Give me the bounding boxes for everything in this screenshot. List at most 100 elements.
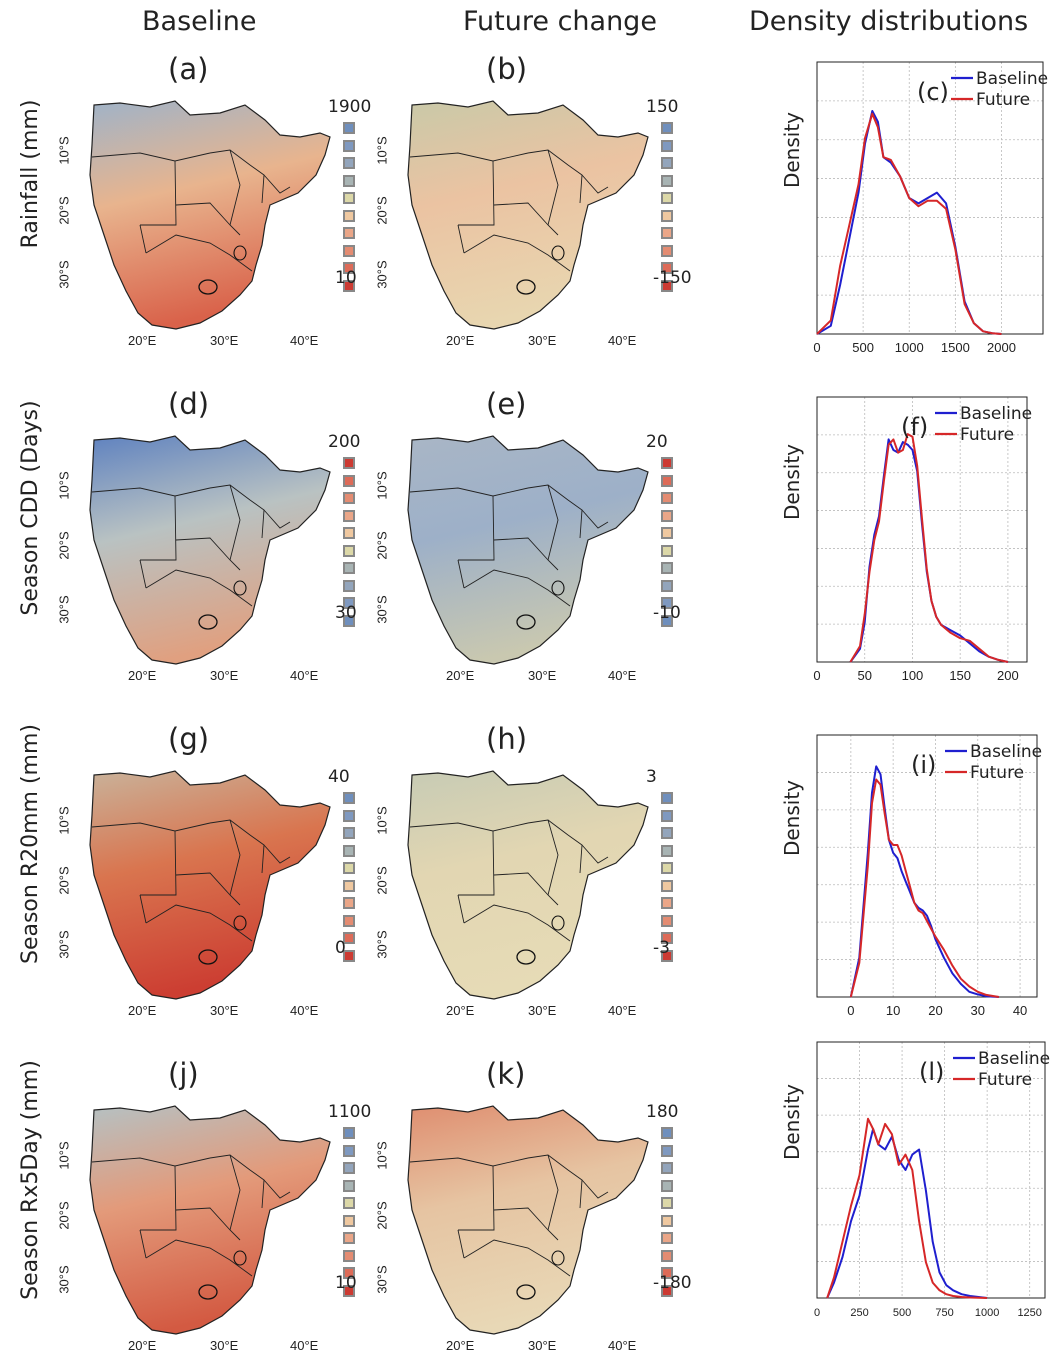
country-border (209, 1154, 265, 1209)
lon-label: 30°E (528, 333, 557, 348)
legend-label-baseline: Baseline (978, 1049, 1050, 1069)
lon-label: 40°E (290, 1003, 319, 1018)
legend-swatch (343, 1197, 355, 1209)
legend-min-label: -3 (653, 938, 670, 958)
region-map (407, 435, 649, 665)
country-border (493, 537, 559, 571)
legend-swatch (343, 1144, 355, 1157)
legend-swatch (343, 457, 355, 469)
legend-min-label: -180 (653, 1273, 692, 1293)
legend-min-label: 10 (335, 268, 357, 288)
legend-swatch (343, 1179, 355, 1192)
country-border (91, 487, 211, 497)
country-border (209, 149, 265, 204)
color-legend (661, 457, 673, 632)
row-label-rainfall: Rainfall (mm) (18, 99, 43, 249)
legend-max-label: 180 (646, 1102, 679, 1122)
legend-swatch (661, 827, 673, 839)
legend-swatch (343, 492, 355, 504)
legend-swatch (343, 244, 355, 257)
lat-label: 10°S (56, 471, 72, 500)
map-panel-e: (e) 10°S 20°S 30°S 20°E 30°E 40°E 20 -10 (375, 387, 698, 690)
country-border (145, 904, 253, 942)
legend-swatch (661, 809, 673, 822)
country-border (409, 487, 529, 497)
lon-label: 30°E (210, 668, 239, 683)
row-label-rx5day: Season Rx5Day (mm) (18, 1060, 43, 1300)
chart-letter: (f) (901, 413, 928, 441)
country-border (458, 160, 495, 226)
row-label-cdd: Season CDD (Days) (18, 400, 43, 616)
lat-label: 30°S (56, 260, 72, 289)
x-tick-label: 500 (852, 340, 874, 355)
header-density-distributions: Density distributions (749, 6, 1029, 37)
eswatini-border (551, 580, 565, 596)
legend-max-label: 3 (646, 767, 657, 787)
lat-label: 10°S (56, 136, 72, 165)
panel-letter: (j) (168, 1057, 199, 1091)
color-legend (661, 792, 673, 967)
legend-min-label: -150 (653, 268, 692, 288)
country-border (263, 509, 291, 529)
country-border (175, 1207, 241, 1241)
color-legend (343, 792, 355, 967)
legend-swatch (661, 1284, 673, 1297)
legend-swatch (343, 809, 355, 822)
legend-min-label: 30 (335, 603, 357, 623)
country-border (409, 822, 529, 832)
legend-max-label: 1900 (328, 97, 372, 117)
country-border (229, 819, 241, 896)
lat-label: 30°S (56, 595, 72, 624)
legend-swatch (661, 1249, 673, 1262)
legend-swatch (343, 227, 355, 239)
legend-swatch (343, 157, 355, 169)
lesotho-border (516, 949, 536, 965)
country-border (457, 559, 465, 589)
map-panel-j: (j) 10°S 20°S 30°S 20°E 30°E 40°E 1100 10 (57, 1057, 380, 1360)
legend-swatch (661, 279, 673, 292)
legend-swatch (343, 279, 355, 292)
lon-label: 20°E (446, 333, 475, 348)
lon-label: 20°E (128, 668, 157, 683)
country-border (547, 149, 559, 226)
series-line-future (849, 778, 1000, 998)
lat-label: 20°S (56, 1201, 72, 1230)
legend-swatch (661, 139, 673, 152)
country-border (139, 1229, 147, 1259)
lesotho-border (198, 614, 218, 630)
x-tick-label: 1500 (941, 340, 970, 355)
lat-label: 10°S (374, 806, 390, 835)
region-map (407, 770, 649, 1000)
lon-label: 20°E (446, 1338, 475, 1353)
lon-label: 20°E (128, 1338, 157, 1353)
region-map (89, 1105, 331, 1335)
country-border (229, 484, 241, 561)
legend-swatch (343, 844, 355, 857)
lat-label: 30°S (56, 1265, 72, 1294)
legend-swatch (661, 209, 673, 222)
legend-swatch (343, 597, 355, 609)
country-border (457, 894, 465, 924)
country-border (457, 224, 465, 254)
legend-swatch (343, 1232, 355, 1244)
lat-label: 30°S (374, 260, 390, 289)
legend-swatch (661, 614, 673, 627)
legend-swatch (343, 1162, 355, 1174)
country-border (581, 509, 609, 529)
lon-label: 30°E (528, 1003, 557, 1018)
lesotho-border (516, 614, 536, 630)
lon-label: 20°E (128, 1003, 157, 1018)
legend-swatch (661, 509, 673, 522)
lon-label: 30°E (210, 333, 239, 348)
legend-swatch (661, 244, 673, 257)
country-border (493, 202, 559, 236)
panel-letter: (g) (168, 722, 210, 756)
country-border (91, 1157, 211, 1167)
legend-swatch (343, 792, 355, 804)
legend-swatch (661, 192, 673, 204)
lon-label: 40°E (290, 668, 319, 683)
country-border (140, 830, 177, 896)
eswatini-border (551, 1250, 565, 1266)
region-map (89, 770, 331, 1000)
country-border (175, 537, 241, 571)
